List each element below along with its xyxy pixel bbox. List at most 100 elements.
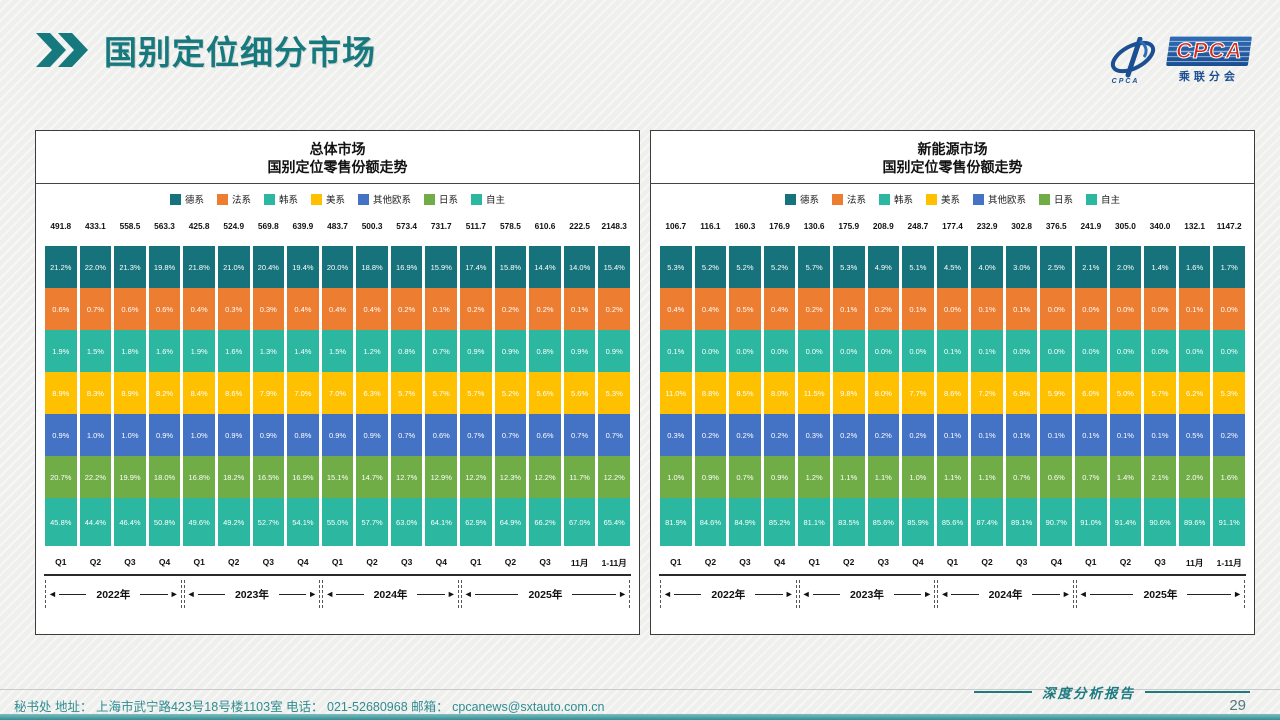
bar-segment: 62.9% [460,498,492,547]
column-total: 376.5 [1045,221,1067,232]
bar-segment: 7.7% [902,372,934,415]
bar-segment: 0.2% [460,288,492,331]
bar-segment: 8.5% [729,372,761,415]
bar-segment: 0.2% [529,288,561,331]
bar-column: 19.4% 0.4% 1.4% 7.0% 0.8% 16.9% 54.1% [287,246,319,547]
bar-column: 5.2% 0.5% 0.0% 8.5% 0.2% 0.7% 84.9% [729,246,761,547]
x-axis-label: Q4 [297,557,309,568]
bar-segment: 1.6% [1178,246,1211,289]
x-axis-labels: Q1 Q2 Q3 Q4 Q1 Q2 Q3 Q4 Q1 Q2 Q3 Q4 Q1 Q2 Q3 11月 1-11月 [45,557,630,569]
bar-segment: 84.6% [694,498,727,547]
year-line [893,593,922,595]
legend-item: 自主 [1086,192,1120,206]
bar-segment: 20.4% [252,246,285,289]
x-axis-label: Q1 [193,557,205,568]
column-total: 160.3 [734,221,756,232]
year-line [336,593,364,595]
bar-segment: 15.4% [598,246,630,289]
bar-segment: 8.4% [183,372,215,415]
bar-segment: 0.0% [1109,330,1142,373]
year-label: 2023年 [234,588,269,601]
bar-segment: 1.1% [867,456,900,499]
x-axis-label: Q3 [1016,557,1028,568]
bar-segment: 0.1% [425,288,458,331]
year-group: ◄ 2023年 ► [798,580,936,609]
legend-label: 日系 [1054,195,1074,207]
column-total: 106.7 [665,221,687,232]
bar-segment: 85.6% [867,498,900,547]
x-axis-label: 11月 [570,558,589,569]
bar-segment: 16.9% [390,246,423,289]
arrow-right-icon: ► [446,588,456,599]
bar-segment: 8.2% [148,372,181,415]
bar-segment: 0.0% [763,330,796,373]
year-group: ◄ 2024年 ► [322,580,459,609]
bar-segment: 1.0% [79,414,112,457]
year-label: 2022年 [711,588,746,601]
arrow-left-icon: ◄ [1078,588,1088,599]
legend-label: 韩系 [893,195,913,207]
legend-swatch-icon [471,193,483,205]
bar-segment: 1.4% [1144,246,1176,289]
bar-segment: 19.8% [148,246,181,289]
bar-segment: 44.4% [79,498,112,547]
x-axis-label: Q2 [1119,557,1132,568]
legend-swatch-icon [1086,193,1098,205]
bar-column: 17.4% 0.2% 0.9% 5.7% 0.7% 12.2% 62.9% [460,246,492,547]
bar-segment: 5.3% [598,372,630,415]
bar-segment: 0.5% [1178,414,1211,457]
year-line [812,593,840,595]
bar-segment: 16.8% [183,456,215,499]
bar-segment: 2.1% [1144,456,1176,499]
bar-segment: 0.7% [598,414,630,457]
bar-segment: 0.7% [563,414,596,457]
legend-swatch-icon [169,193,181,205]
bar-segment: 21.0% [217,246,250,289]
bar-segment: 22.2% [79,456,112,499]
bar-column: 20.4% 0.3% 1.3% 7.9% 0.9% 16.5% 52.7% [252,246,285,547]
bar-segment: 19.4% [287,246,319,289]
bar-segment: 52.7% [252,498,285,547]
bar-segment: 20.7% [45,456,77,499]
bar-segment: 15.8% [494,246,527,289]
x-axis-label: 1-11月 [1216,558,1242,569]
legend-item: 美系 [925,192,960,206]
bar-column: 18.8% 0.4% 1.2% 6.3% 0.9% 14.7% 57.7% [356,246,388,547]
year-label: 2024年 [988,588,1023,601]
bar-segment: 0.4% [287,288,319,331]
x-axis-label: 11月 [1185,558,1204,569]
bar-segment: 4.9% [867,246,900,289]
bar-segment: 0.7% [460,414,492,457]
title-divider [651,183,1254,185]
bar-segment: 5.7% [425,372,458,415]
bar-segment: 6.9% [1005,372,1038,415]
bar-segment: 0.3% [660,414,692,457]
bar-segment: 0.1% [1005,288,1038,331]
bar-segment: 89.1% [1005,498,1038,547]
bar-segment: 15.9% [425,246,458,289]
legend-swatch-icon [310,193,322,205]
bar-segment: 0.0% [902,330,934,373]
legend-item: 德系 [169,192,204,206]
bar-segment: 0.1% [1178,288,1211,331]
bar-segment: 81.1% [798,498,830,547]
bar-segment: 66.2% [529,498,561,547]
bar-segment: 0.3% [798,414,830,457]
bar-column: 14.0% 0.1% 0.9% 5.6% 0.7% 11.7% 67.0% [563,246,596,547]
bar-segment: 1.6% [148,330,181,373]
bar-segment: 11.5% [798,372,830,415]
bar-column: 2.1% 0.0% 0.0% 6.0% 0.1% 0.7% 91.0% [1075,246,1107,547]
bar-segment: 91.0% [1075,498,1107,547]
year-line [197,593,225,595]
bar-segment: 1.7% [1213,246,1245,289]
bar-segment: 5.7% [390,372,423,415]
bar-column: 4.9% 0.2% 0.0% 8.0% 0.2% 1.1% 85.6% [867,246,900,547]
bar-segment: 83.5% [832,498,865,547]
arrow-left-icon: ◄ [940,588,950,599]
x-axis-label: Q3 [539,557,551,568]
column-total: 578.5 [500,221,521,232]
x-axis-label: Q3 [124,557,136,568]
bar-segment: 0.7% [1075,456,1107,499]
legend-label: 法系 [846,195,866,207]
column-total: 176.9 [769,221,790,232]
